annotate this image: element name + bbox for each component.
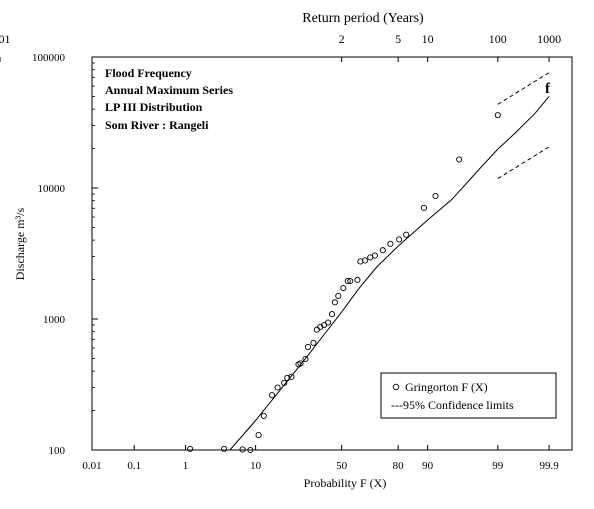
data-point (331, 299, 338, 306)
data-point (379, 247, 386, 254)
data-point (221, 445, 228, 452)
data-point (432, 192, 439, 199)
data-point (347, 277, 354, 285)
x-axis-ticks: 0.01 0.1 1 10 50 80 90 99 99.9 (82, 445, 559, 472)
plot-frame (91, 56, 573, 451)
data-point (297, 360, 304, 367)
annotation-line-1: Flood Frequency (105, 66, 192, 80)
data-point (354, 276, 361, 283)
top-axis-ticks: 0.01 2 5 10 100 1000 (0, 32, 561, 62)
data-point (310, 339, 317, 346)
top-tick-label: 0.01 (0, 32, 11, 46)
annotation-line-4: Som River : Rangeli (105, 118, 209, 132)
x-tick-label: 90 (422, 460, 434, 472)
data-point (302, 355, 309, 363)
data-point (456, 156, 463, 163)
data-point (361, 257, 369, 264)
top-tick-label: 2 (339, 32, 345, 46)
annotation-line-3: LP III Distribution (105, 100, 203, 114)
data-point (247, 446, 254, 454)
x-tick-label: 10 (250, 460, 262, 472)
top-axis-title: Return period (Years) (302, 11, 424, 26)
data-point (313, 326, 320, 333)
data-point (274, 384, 281, 391)
y-tick-label: 100000 (32, 52, 66, 64)
x-tick-label: 0.01 (82, 460, 101, 472)
top-tick-label: 5 (395, 32, 401, 46)
legend-box (380, 372, 557, 419)
top-tick-label: 100 (489, 32, 507, 46)
data-point (269, 392, 276, 399)
x-tick-label: 1 (183, 460, 189, 472)
x-tick-label: 99.9 (539, 460, 559, 472)
curve-label: f (545, 81, 551, 97)
series-lines (229, 72, 550, 451)
y-tick-label: 100 (49, 445, 66, 457)
y-tick-label: 1000 (43, 314, 66, 326)
x-axis-title: Probability F (X) (304, 476, 387, 490)
data-point (396, 236, 403, 243)
x-tick-label: 80 (393, 460, 405, 472)
y-tick-label: 10000 (38, 183, 66, 195)
data-point (255, 432, 262, 439)
data-point (304, 343, 312, 350)
top-tick-label: 1000 (537, 32, 561, 46)
data-point (328, 311, 336, 318)
series-points (187, 112, 501, 454)
data-point (371, 252, 378, 259)
annotation-line-2: Annual Maximum Series (105, 83, 233, 97)
legend-entry-gringorton: Gringorton F (X) (405, 380, 488, 394)
data-point (284, 374, 291, 381)
data-point (494, 112, 501, 119)
data-point (340, 285, 347, 292)
data-point (344, 277, 351, 285)
y-axis-ticks: 100 1000 10000 100000 (32, 52, 98, 457)
confidence-limit-line (497, 72, 550, 105)
data-point (403, 231, 410, 238)
data-point (187, 445, 194, 452)
y-axis-title: Discharge m³/s (13, 207, 27, 280)
x-tick-label: 99 (492, 460, 504, 472)
fitted-curve-line (229, 96, 550, 451)
data-point (239, 446, 246, 453)
top-tick-label: 10 (422, 32, 434, 46)
legend-circle-marker (392, 383, 400, 391)
data-point (387, 240, 394, 247)
legend-entry-confidence: ---95% Confidence limits (391, 398, 514, 412)
x-tick-label: 0.1 (127, 460, 141, 472)
data-point (325, 319, 332, 326)
data-point (281, 379, 288, 386)
legend: Gringorton F (X) ---95% Confidence limit… (380, 372, 557, 419)
confidence-limit-line (497, 146, 550, 180)
data-point (288, 373, 295, 380)
x-tick-label: 50 (336, 460, 348, 472)
data-point (335, 292, 342, 299)
data-point (260, 412, 267, 419)
data-point (420, 204, 428, 211)
